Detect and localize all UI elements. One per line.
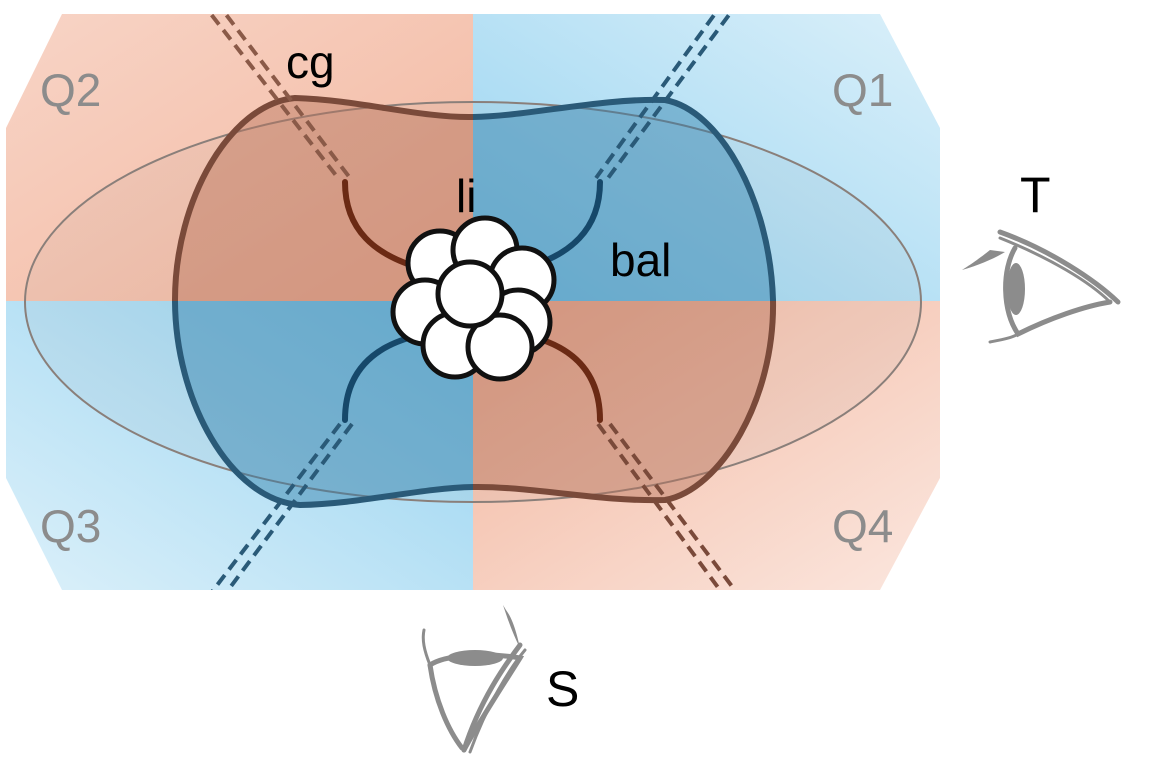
body-outline: [171, 94, 777, 509]
quadrant-q3-zone: [6, 301, 473, 590]
eye-icon-t: [962, 229, 1121, 344]
quadrant-q4-zone: [473, 301, 940, 590]
cell: [435, 259, 505, 329]
label-cg: cg: [286, 36, 335, 88]
quadrant-background: [6, 14, 940, 590]
label-li: li: [456, 170, 476, 222]
quadrant-label-q2: Q2: [40, 64, 101, 116]
quadrant-label-q1: Q1: [832, 64, 893, 116]
view-label-s: S: [546, 661, 579, 717]
cell: [465, 312, 535, 382]
quadrant-q2-zone: [6, 14, 473, 301]
center-cell-cluster: [390, 215, 557, 382]
label-bal: bal: [610, 234, 671, 286]
quadrant-q1-zone: [473, 14, 940, 301]
quadrant-label-q4: Q4: [832, 500, 893, 552]
quadrant-label-q3: Q3: [40, 500, 101, 552]
eye-icon-s: [421, 605, 527, 754]
view-label-t: T: [1020, 167, 1051, 223]
